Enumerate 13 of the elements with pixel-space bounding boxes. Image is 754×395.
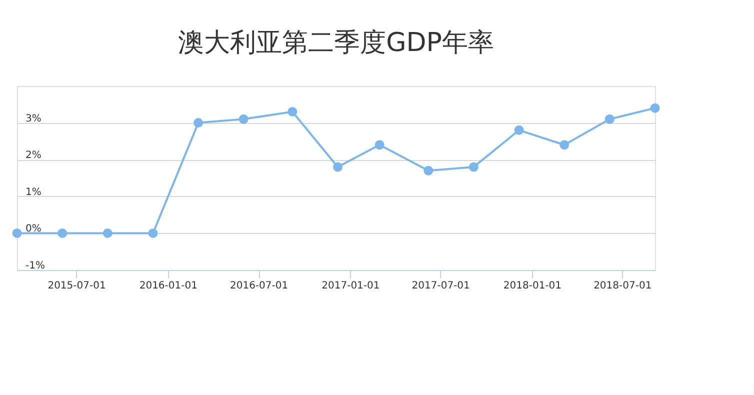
chart-title: 澳大利亚第二季度GDP年率 bbox=[178, 28, 494, 58]
x-tick-label: 2015-07-01 bbox=[48, 280, 106, 292]
y-tick-label: 1% bbox=[26, 186, 42, 198]
y-tick-label: 0% bbox=[26, 224, 42, 235]
x-tick-label: 2018-07-01 bbox=[594, 280, 652, 292]
x-tick-label: 2017-07-01 bbox=[412, 280, 470, 292]
y-tick-label: 2% bbox=[26, 150, 42, 162]
y-tick-label: 3% bbox=[26, 113, 42, 124]
x-tick-label: 2016-07-01 bbox=[230, 280, 288, 292]
x-tick-label: 2018-01-01 bbox=[503, 280, 562, 292]
x-tick-label: 2016-01-01 bbox=[139, 280, 198, 292]
y-tick-label: -1% bbox=[26, 260, 45, 272]
x-tick-label: 2017-01-01 bbox=[322, 280, 380, 292]
